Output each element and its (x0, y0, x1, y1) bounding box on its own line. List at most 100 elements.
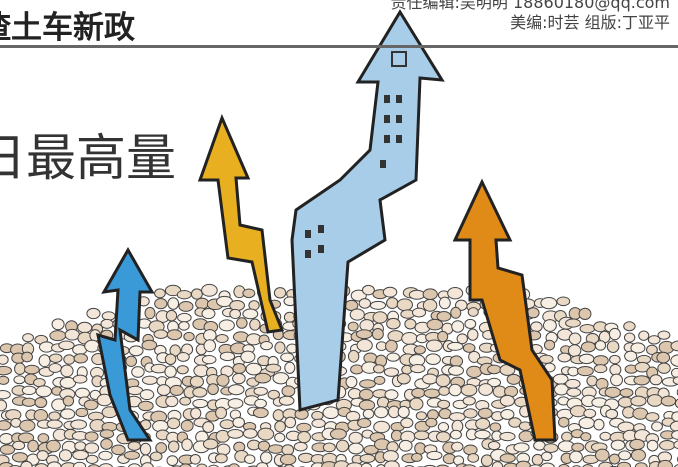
pebble (450, 306, 462, 319)
pebble (568, 344, 582, 357)
pebble (634, 462, 648, 467)
pebble (195, 297, 210, 310)
pebble (386, 317, 401, 330)
pebble (396, 373, 411, 385)
pebble (21, 397, 37, 407)
headline: 日最高量 (0, 129, 176, 187)
pebble (576, 366, 594, 377)
pebble (411, 387, 426, 399)
pebble (608, 453, 621, 465)
pebble (166, 417, 181, 430)
pebble (22, 333, 34, 343)
pebble (425, 339, 443, 352)
pebble (85, 454, 99, 464)
pebble (592, 355, 609, 367)
pebble (0, 444, 16, 455)
pebble (131, 366, 145, 378)
pebble (265, 363, 282, 373)
pebble (425, 417, 438, 428)
pebble (101, 311, 116, 321)
pebble (580, 432, 592, 442)
pebble (257, 427, 275, 441)
pebble (201, 283, 218, 297)
pebble (51, 318, 65, 331)
pebble (556, 296, 571, 307)
pebble (137, 400, 154, 412)
pebble (24, 364, 40, 375)
pebble (179, 463, 192, 467)
pebble (610, 439, 626, 451)
pebble (456, 333, 468, 345)
pebble (322, 406, 340, 420)
pebble (411, 452, 423, 462)
pebble (178, 321, 190, 331)
pebble (347, 321, 359, 332)
pebble (372, 311, 388, 324)
pebble (449, 355, 464, 368)
pebble (647, 335, 661, 345)
pebble (463, 408, 478, 419)
pebble (467, 307, 479, 317)
pebble (474, 429, 491, 440)
pebble (38, 354, 51, 368)
pebble (673, 440, 678, 450)
pebble (256, 462, 269, 467)
pebble (74, 441, 87, 451)
pebble (463, 444, 478, 456)
pebble (274, 341, 286, 354)
pebble (594, 448, 610, 462)
pebble (449, 429, 462, 440)
pebble (281, 444, 295, 456)
pebble (178, 301, 194, 312)
pebble (183, 331, 195, 342)
pebble (438, 296, 451, 310)
pebble (254, 398, 267, 409)
pebble (623, 332, 636, 343)
pebble (571, 442, 585, 452)
pebble (543, 319, 557, 332)
pebble (164, 353, 177, 366)
pebble (274, 420, 286, 433)
pebble (646, 344, 658, 356)
pebble (674, 398, 678, 409)
pebble (610, 373, 623, 387)
pebble (167, 297, 180, 310)
pebble (670, 340, 678, 352)
pebble (34, 396, 48, 409)
pebble (348, 442, 364, 455)
pebble (27, 439, 39, 453)
pebble (422, 298, 438, 312)
pebble (349, 308, 365, 321)
pebble (400, 417, 414, 429)
pebble (543, 443, 559, 453)
pebble (11, 452, 29, 463)
pebble (480, 454, 494, 467)
credits: 美编:时芸 组版:丁亚平 (510, 13, 670, 32)
pebble (437, 422, 450, 432)
pebble (46, 419, 63, 429)
pebble (363, 444, 379, 455)
pebble (283, 464, 295, 467)
pebble (593, 364, 608, 374)
pebble (98, 450, 113, 461)
pebble (0, 354, 9, 365)
pebble (100, 318, 114, 329)
pebble (540, 451, 553, 462)
pebble (618, 450, 632, 461)
pebble (580, 341, 596, 353)
pebble (468, 350, 481, 363)
pebble (451, 320, 465, 333)
pebble (583, 408, 597, 419)
pebble (670, 367, 678, 378)
pebble (478, 383, 494, 396)
pebble (619, 388, 634, 398)
pebble (397, 405, 410, 419)
pebble (460, 383, 478, 397)
pebble (244, 454, 256, 465)
pebble (17, 432, 35, 444)
pebble (0, 461, 14, 467)
pebble (169, 384, 184, 396)
building-windows (305, 51, 407, 258)
pebble (141, 462, 154, 467)
pebble (362, 408, 375, 419)
